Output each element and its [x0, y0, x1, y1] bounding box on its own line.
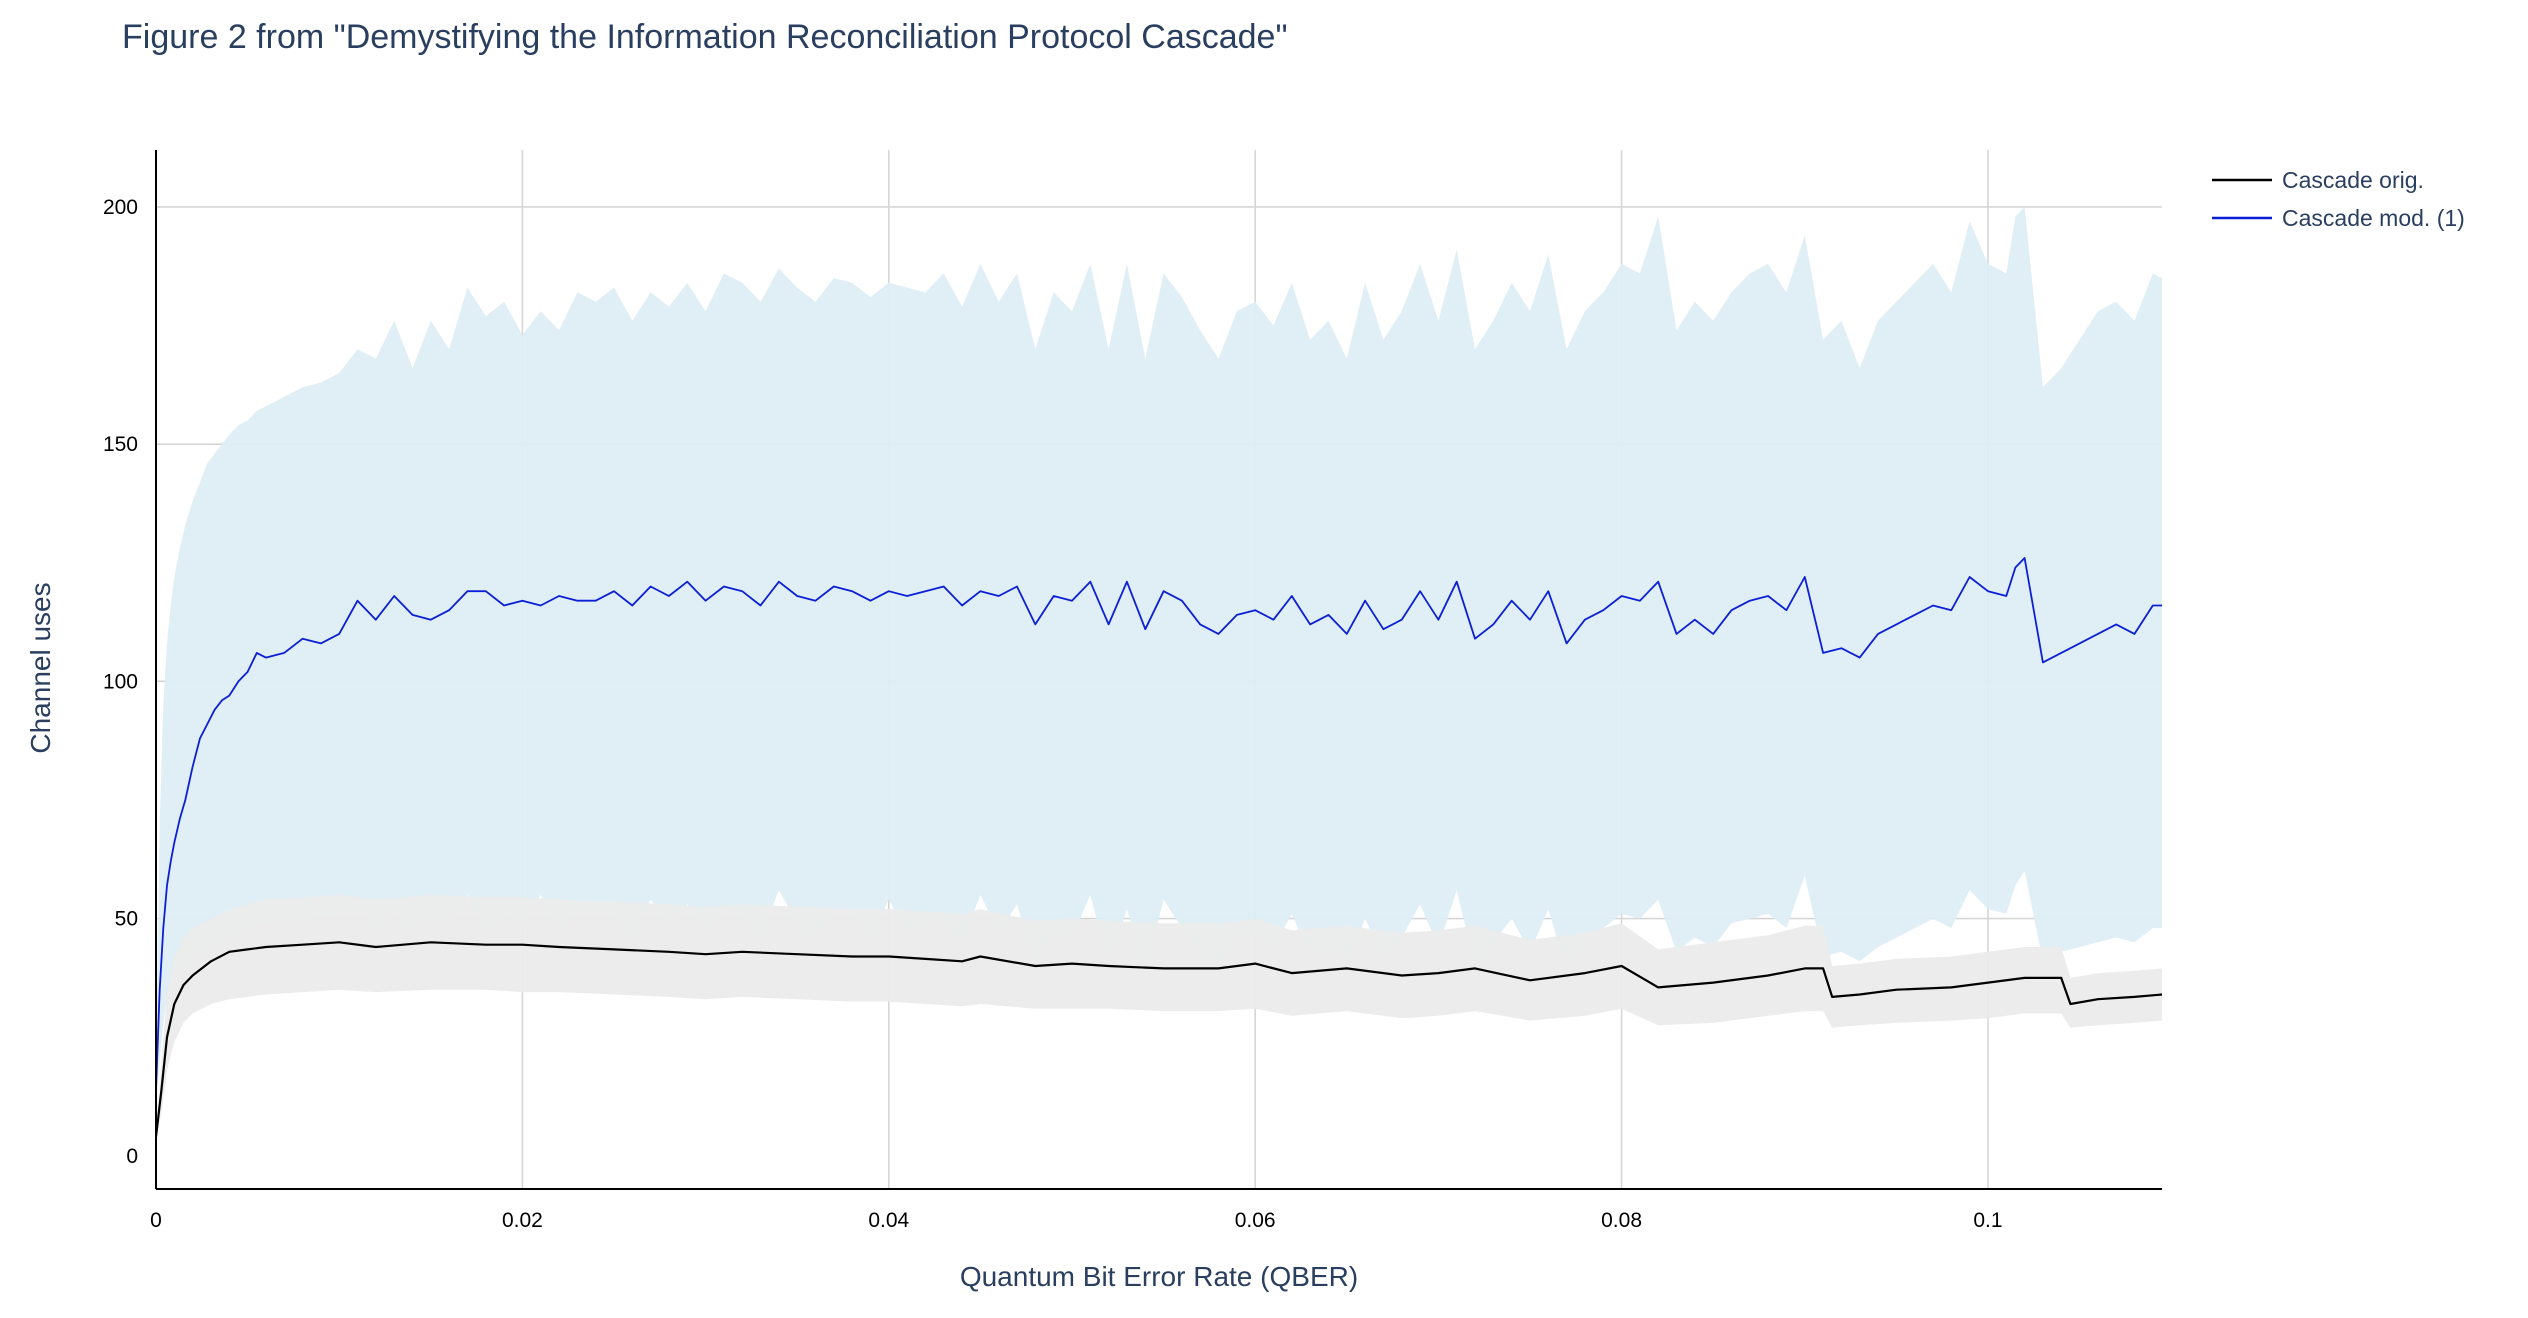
band-cascade-mod: [156, 206, 2162, 1109]
series-lines: [154, 557, 2163, 1137]
x-tick-label: 0.1: [1973, 1209, 2002, 1232]
y-tick-label: 100: [103, 670, 138, 693]
legend[interactable]: Cascade orig. Cascade mod. (1): [2212, 167, 2465, 231]
line-cascade-mod: [155, 557, 2162, 1090]
x-tick-label: 0.02: [502, 1209, 543, 1232]
x-axis-title: Quantum Bit Error Rate (QBER): [960, 1261, 1358, 1292]
legend-label-cascade-orig: Cascade orig.: [2282, 167, 2424, 193]
y-tick-labels: 0 50 100 150 200: [103, 196, 138, 1168]
band-cascade-orig: [156, 894, 2162, 1137]
legend-item-cascade-orig[interactable]: Cascade orig.: [2212, 167, 2424, 193]
y-tick-label: 50: [115, 908, 138, 931]
x-tick-label: 0: [150, 1209, 162, 1232]
x-tick-label: 0.08: [1601, 1209, 1642, 1232]
y-tick-label: 150: [103, 433, 138, 456]
legend-item-cascade-mod[interactable]: Cascade mod. (1): [2212, 205, 2465, 231]
error-bands: [156, 206, 2162, 1137]
line-cascade-orig: [154, 941, 2163, 1137]
y-tick-label: 0: [126, 1145, 138, 1168]
x-tick-label: 0.06: [1235, 1209, 1276, 1232]
y-tick-label: 200: [103, 196, 138, 219]
x-tick-label: 0.04: [868, 1209, 909, 1232]
legend-label-cascade-mod: Cascade mod. (1): [2282, 205, 2465, 231]
y-axis-title: Channel uses: [25, 582, 56, 753]
x-tick-labels: 0 0.02 0.04 0.06 0.08 0.1: [150, 1209, 2002, 1232]
chart-title: Figure 2 from "Demystifying the Informat…: [122, 18, 1288, 56]
